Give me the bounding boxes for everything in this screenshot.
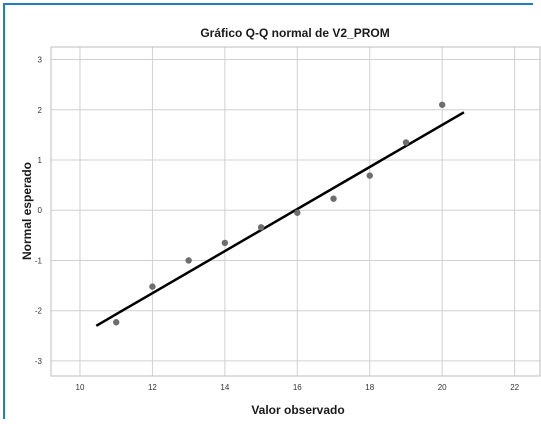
y-tick-label: 0 bbox=[38, 206, 43, 215]
data-points bbox=[113, 101, 446, 326]
y-tick-label: 1 bbox=[38, 156, 43, 165]
data-point bbox=[149, 283, 156, 290]
data-point bbox=[221, 239, 229, 247]
x-tick-label: 22 bbox=[510, 383, 519, 392]
x-tick-label: 12 bbox=[148, 383, 157, 392]
y-tick-label: -2 bbox=[35, 307, 43, 316]
data-point bbox=[294, 209, 301, 216]
data-point bbox=[330, 195, 337, 202]
chart-title: Gráfico Q-Q normal de V2_PROM bbox=[200, 26, 389, 40]
grid-lines bbox=[51, 47, 540, 376]
x-tick-label: 18 bbox=[365, 383, 374, 392]
x-tick-labels: 10 12 14 16 18 20 22 bbox=[76, 383, 520, 392]
x-tick-label: 14 bbox=[220, 383, 229, 392]
y-tick-label: 2 bbox=[38, 106, 43, 115]
x-axis-label: Valor observado bbox=[251, 403, 344, 417]
y-tick-label: 3 bbox=[38, 56, 43, 65]
data-point bbox=[366, 172, 373, 179]
reference-line bbox=[95, 111, 465, 327]
data-point bbox=[113, 319, 120, 326]
data-point bbox=[185, 257, 192, 264]
y-tick-labels: 3 2 1 0 -1 -2 -3 bbox=[35, 56, 43, 366]
data-point bbox=[257, 224, 265, 231]
x-tick-label: 10 bbox=[76, 383, 85, 392]
data-point bbox=[439, 101, 446, 108]
chart-frame bbox=[3, 3, 533, 419]
data-point bbox=[402, 139, 410, 146]
y-axis-label: Normal esperado bbox=[20, 162, 34, 260]
x-tick-label: 20 bbox=[438, 383, 447, 392]
y-tick-label: -1 bbox=[35, 256, 43, 265]
plot-area bbox=[50, 46, 541, 377]
x-tick-label: 16 bbox=[293, 383, 302, 392]
y-tick-label: -3 bbox=[35, 357, 43, 366]
